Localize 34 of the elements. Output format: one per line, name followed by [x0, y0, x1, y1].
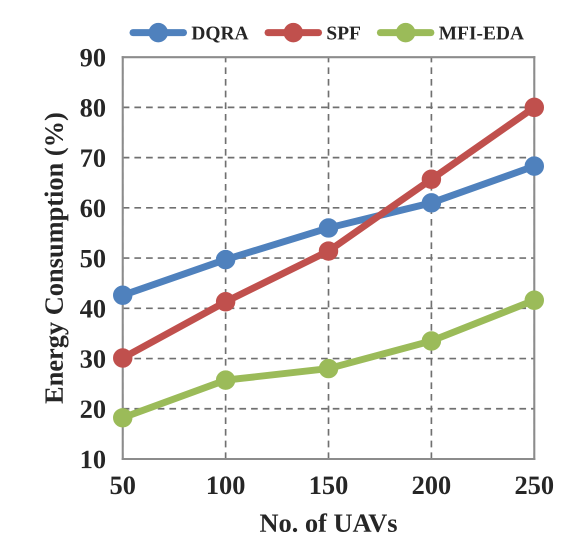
point — [318, 358, 338, 378]
point — [216, 370, 236, 390]
point — [524, 290, 544, 310]
point — [113, 408, 132, 428]
y-tick-label: 10 — [82, 450, 106, 468]
y-tick-label: 70 — [81, 149, 106, 168]
y-tick-label: 90 — [80, 48, 106, 67]
point — [524, 156, 544, 176]
y-tick-label: 40 — [80, 300, 106, 318]
y-axis-title: Energy Consumption (%) — [44, 113, 69, 404]
legend-label: MFI-EDA — [439, 26, 524, 40]
point — [113, 286, 132, 305]
x-tick-label: 150 — [310, 476, 348, 494]
point — [216, 292, 236, 312]
point — [113, 348, 132, 368]
y-tick-label: 80 — [80, 99, 106, 117]
point — [422, 331, 442, 351]
x-tick-label: 100 — [208, 476, 244, 494]
point — [216, 250, 236, 270]
point — [524, 98, 544, 118]
y-tick-label: 20 — [80, 400, 106, 418]
x-tick-label: 200 — [412, 476, 450, 494]
point — [318, 218, 338, 238]
x-tick-label: 250 — [516, 476, 554, 494]
legend-label: SPF — [327, 26, 360, 40]
point — [318, 241, 338, 261]
y-tick-label: 60 — [80, 199, 106, 218]
y-tick-label: 50 — [80, 250, 106, 268]
y-tick-label: 30 — [80, 350, 106, 368]
point — [422, 193, 442, 213]
point — [422, 169, 442, 189]
x-axis-title: No. of UAVs — [260, 513, 397, 532]
legend-label: DQRA — [192, 26, 248, 43]
x-tick-label: 50 — [110, 476, 135, 494]
